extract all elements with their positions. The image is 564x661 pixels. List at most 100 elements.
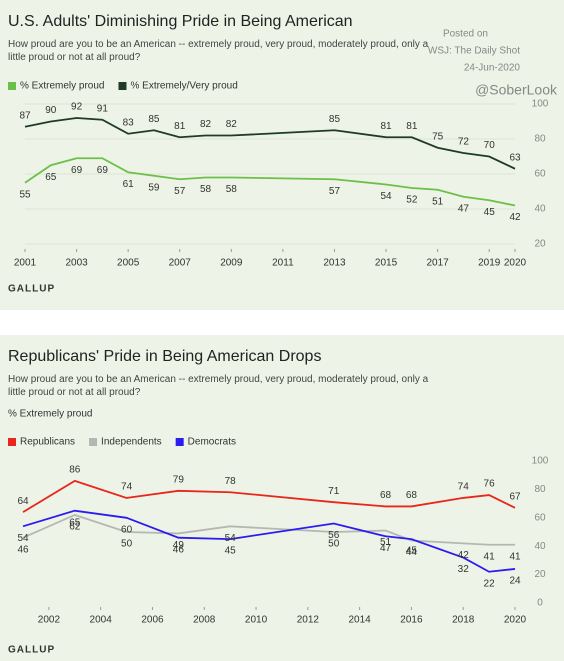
- data-label: 58: [200, 184, 212, 195]
- data-label: 46: [173, 544, 185, 555]
- annotation: WSJ: The Daily Shot: [428, 46, 520, 57]
- data-label: 56: [328, 530, 340, 541]
- data-label: 78: [225, 476, 237, 487]
- data-label: 45: [225, 546, 237, 557]
- data-label: 86: [69, 465, 81, 476]
- data-label: 42: [458, 550, 470, 561]
- data-label: 69: [97, 165, 109, 176]
- y-tick-label: 100: [532, 99, 549, 110]
- y-tick-label: 40: [534, 204, 546, 215]
- chart-subtitle: How proud are you to be an American -- e…: [8, 39, 429, 63]
- y-tick-label: 20: [534, 239, 546, 250]
- legend-swatch: [89, 438, 98, 446]
- y-tick-label: 80: [534, 484, 546, 495]
- x-tick-label: 2019: [478, 258, 501, 269]
- data-label: 63: [509, 152, 521, 163]
- data-label: 61: [123, 179, 135, 190]
- data-label: 81: [174, 121, 186, 132]
- x-tick-label: 2007: [169, 258, 192, 269]
- data-label: 54: [17, 533, 29, 544]
- data-label: 57: [174, 186, 186, 197]
- x-tick-label: 2005: [117, 258, 140, 269]
- y-label: % Extremely proud: [8, 409, 92, 420]
- x-tick-label: 2020: [504, 615, 527, 626]
- legend-label: Democrats: [188, 437, 236, 448]
- data-label: 51: [380, 537, 392, 548]
- x-tick-label: 2018: [452, 615, 475, 626]
- data-label: 70: [484, 140, 496, 151]
- data-label: 65: [69, 517, 81, 528]
- legend-label: % Extremely proud: [20, 81, 104, 92]
- series-line: [24, 157, 516, 207]
- annotation: Posted on: [443, 29, 488, 40]
- data-label: 54: [380, 191, 392, 202]
- data-label: 85: [148, 114, 160, 125]
- legend-swatch: [8, 438, 16, 446]
- series-line: [22, 479, 516, 513]
- data-label: 83: [123, 117, 135, 128]
- data-label: 91: [97, 103, 109, 114]
- data-label: 90: [45, 105, 57, 116]
- data-label: 87: [19, 110, 31, 121]
- data-label: 49: [173, 540, 185, 551]
- series-line: [22, 513, 515, 546]
- x-tick-label: 2020: [504, 258, 527, 269]
- data-label: 44: [406, 547, 418, 558]
- x-tick-label: 2004: [90, 615, 113, 626]
- y-tick-label: 60: [534, 169, 546, 180]
- data-label: 57: [329, 186, 341, 197]
- x-tick-label: 2014: [349, 615, 372, 626]
- data-label: 92: [71, 102, 83, 113]
- data-label: 76: [484, 479, 496, 490]
- data-label: 81: [406, 121, 418, 132]
- x-tick-label: 2015: [375, 258, 398, 269]
- data-label: 81: [380, 121, 392, 132]
- legend-label: Independents: [101, 437, 162, 448]
- x-tick-label: 2002: [38, 615, 61, 626]
- data-label: 69: [71, 165, 83, 176]
- y-tick-label: 80: [534, 134, 546, 145]
- data-label: 46: [17, 544, 29, 555]
- legend-swatch: [175, 438, 184, 446]
- y-tick-label: 40: [534, 541, 546, 552]
- data-label: 50: [121, 539, 133, 550]
- data-label: 82: [226, 119, 238, 130]
- y-tick-label: 60: [534, 512, 546, 523]
- legend-label: Republicans: [20, 437, 75, 448]
- data-label: 68: [380, 490, 392, 501]
- subtitle-box: How proud are you to be an American -- e…: [8, 374, 428, 398]
- data-label: 42: [509, 212, 521, 223]
- data-label: 47: [380, 543, 392, 554]
- x-tick-label: 2003: [65, 258, 88, 269]
- y-tick-label: 0: [537, 598, 543, 609]
- chart-title: Republicans' Pride in Being American Dro…: [8, 348, 321, 365]
- data-label: 85: [329, 114, 341, 125]
- data-label: 65: [45, 172, 57, 183]
- x-tick-label: 2006: [141, 615, 164, 626]
- x-tick-label: 2016: [400, 615, 423, 626]
- legend-label: % Extremely/Very proud: [130, 81, 237, 92]
- data-label: 45: [484, 207, 496, 218]
- data-label: 74: [121, 482, 133, 493]
- x-tick-label: 2010: [245, 615, 268, 626]
- data-label: 50: [328, 539, 340, 550]
- x-tick-label: 2008: [193, 615, 216, 626]
- data-label: 55: [19, 189, 31, 200]
- series-line: [22, 509, 516, 573]
- data-label: 45: [406, 546, 418, 557]
- annotation: 24-Jun-2020: [464, 63, 521, 74]
- series-line: [24, 117, 516, 170]
- annotation: @SoberLook: [475, 82, 558, 98]
- legend-swatch: [118, 82, 127, 90]
- y-tick-label: 20: [534, 569, 546, 580]
- y-tick-label: 100: [532, 456, 549, 467]
- chart-title: U.S. Adults' Diminishing Pride in Being …: [8, 13, 353, 30]
- data-label: 68: [406, 490, 418, 501]
- data-label: 71: [328, 486, 340, 497]
- panel-top: [0, 0, 564, 310]
- x-tick-label: 2013: [323, 258, 346, 269]
- data-label: 24: [509, 576, 521, 587]
- data-label: 72: [458, 137, 470, 148]
